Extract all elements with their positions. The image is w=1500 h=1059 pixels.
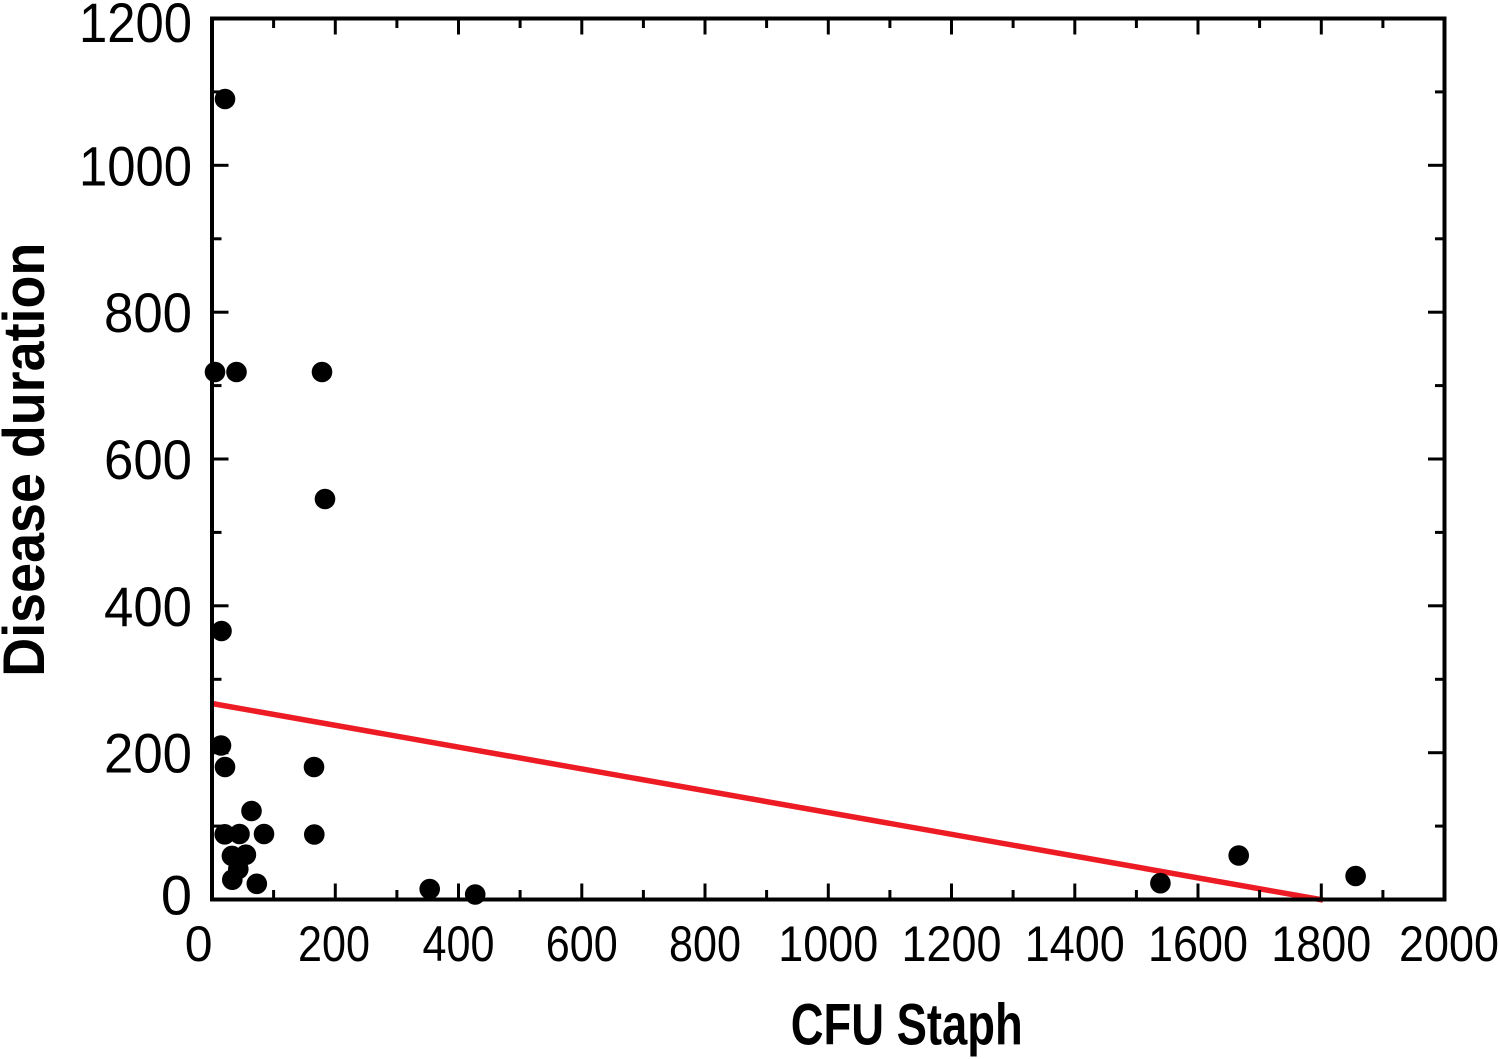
svg-text:200: 200 [298, 916, 370, 972]
svg-text:0: 0 [185, 916, 213, 972]
svg-text:2000: 2000 [1399, 916, 1499, 972]
svg-text:1000: 1000 [79, 134, 192, 197]
svg-text:800: 800 [104, 281, 192, 344]
svg-text:1600: 1600 [1148, 916, 1248, 972]
svg-text:200: 200 [104, 722, 192, 785]
svg-text:600: 600 [104, 428, 192, 491]
svg-text:800: 800 [669, 916, 741, 972]
svg-text:400: 400 [423, 916, 495, 972]
svg-text:0: 0 [161, 864, 192, 927]
svg-text:Disease duration: Disease duration [0, 243, 57, 677]
svg-text:1400: 1400 [1025, 916, 1125, 972]
svg-text:CFU Staph: CFU Staph [791, 992, 1023, 1057]
svg-text:1200: 1200 [902, 916, 1002, 972]
svg-text:600: 600 [546, 916, 618, 972]
svg-text:400: 400 [104, 575, 192, 638]
svg-text:1200: 1200 [79, 0, 192, 54]
svg-text:1800: 1800 [1271, 916, 1371, 972]
svg-text:1000: 1000 [778, 916, 878, 972]
